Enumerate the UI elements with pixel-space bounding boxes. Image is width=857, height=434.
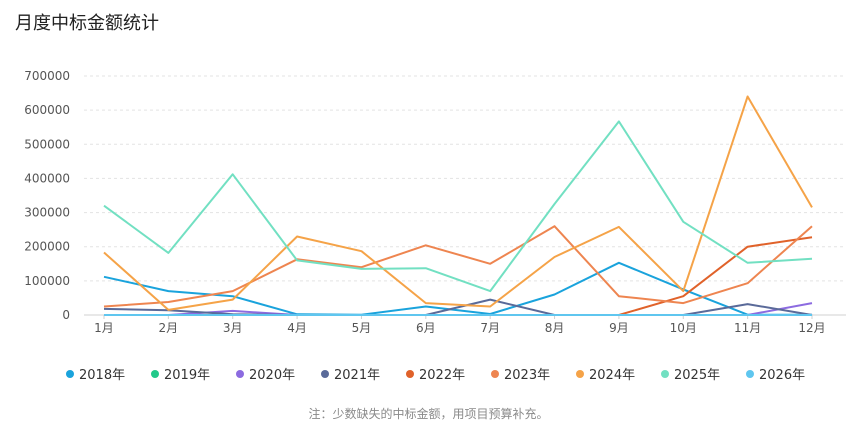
series-lines	[103, 95, 813, 316]
legend-item[interactable]: 2023年	[491, 364, 576, 383]
axes: 0 100000 200000 300000 400000 500000 600000 700…	[24, 69, 846, 335]
legend-label: 2021年	[334, 368, 381, 383]
x-tick-label: 3月	[223, 321, 243, 335]
legend-label: 2022年	[419, 368, 466, 383]
legend-dot-icon	[66, 369, 74, 378]
x-tick-label: 2月	[159, 321, 179, 335]
series-line	[103, 225, 813, 308]
y-tick-label: 100000	[24, 274, 70, 288]
legend-label: 2024年	[589, 368, 636, 383]
legend-dot-icon	[576, 369, 584, 378]
legend-label: 2018年	[79, 368, 126, 383]
x-tick-label: 7月	[480, 321, 500, 335]
chart-title: 月度中标金额统计	[15, 13, 159, 34]
series-line	[103, 261, 812, 316]
legend-dot-icon	[746, 369, 754, 378]
y-tick-label: 300000	[24, 206, 70, 220]
legend: 2018年 2019年 2020年 2021年 2022年 2023年 2024年 2025年…	[66, 364, 831, 383]
series-line	[103, 120, 813, 293]
series-line	[103, 298, 813, 316]
grid-lines	[84, 75, 846, 282]
legend-item[interactable]: 2019年	[151, 364, 236, 383]
legend-dot-icon	[321, 369, 329, 378]
legend-item[interactable]: 2021年	[321, 364, 406, 383]
legend-item[interactable]: 2026年	[746, 364, 831, 383]
x-tick-label: 8月	[545, 321, 565, 335]
legend-label: 2023年	[504, 368, 551, 383]
legend-label: 2026年	[759, 368, 806, 383]
legend-dot-icon	[406, 369, 414, 378]
legend-dot-icon	[491, 369, 499, 378]
x-tick-label: 12月	[798, 321, 825, 335]
y-tick-label: 700000	[24, 69, 70, 83]
legend-label: 2019年	[164, 368, 211, 383]
legend-item[interactable]: 2022年	[406, 364, 491, 383]
x-tick-label: 11月	[734, 321, 761, 335]
x-tick-label: 9月	[609, 321, 629, 335]
x-tick-label: 4月	[287, 321, 307, 335]
legend-dot-icon	[151, 369, 159, 378]
x-tick-label: 5月	[352, 321, 372, 335]
legend-item[interactable]: 2020年	[236, 364, 321, 383]
y-tick-label: 200000	[24, 240, 70, 254]
chart-note: 注：少数缺失的中标金额，用项目预算补充。	[308, 407, 549, 421]
legend-label: 2020年	[249, 368, 296, 383]
legend-item[interactable]: 2025年	[661, 364, 746, 383]
legend-label: 2025年	[674, 368, 721, 383]
x-tick-label: 6月	[416, 321, 436, 335]
y-tick-label: 0	[62, 308, 70, 322]
x-tick-label: 10月	[670, 321, 697, 335]
legend-dot-icon	[236, 369, 244, 378]
y-tick-label: 500000	[24, 137, 70, 151]
x-tick-label: 1月	[94, 321, 114, 335]
legend-item[interactable]: 2018年	[66, 364, 151, 383]
y-tick-label: 600000	[24, 103, 70, 117]
y-tick-label: 400000	[24, 171, 70, 185]
legend-item[interactable]: 2024年	[576, 364, 661, 383]
series-line	[103, 95, 813, 311]
legend-dot-icon	[661, 369, 669, 378]
